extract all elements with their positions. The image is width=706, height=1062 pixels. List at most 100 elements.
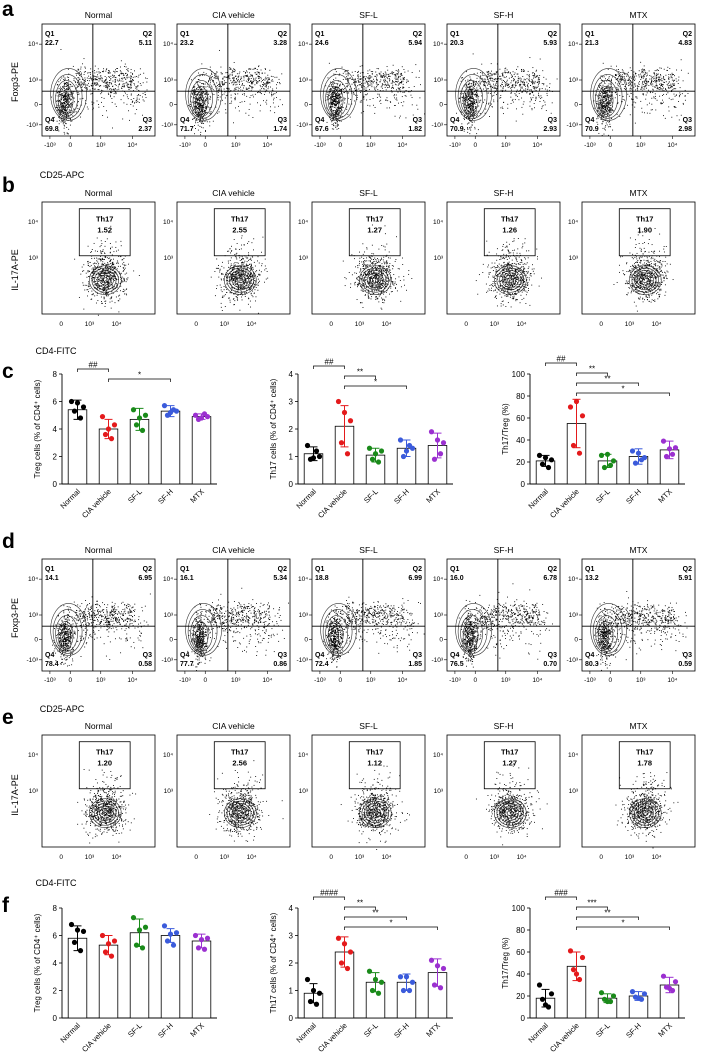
event-dot bbox=[601, 104, 603, 106]
event-dot bbox=[334, 100, 335, 102]
event-dot bbox=[653, 81, 655, 82]
event-dot bbox=[202, 91, 204, 93]
event-dot bbox=[64, 100, 66, 102]
event-dot bbox=[215, 73, 217, 75]
event-dot bbox=[206, 89, 208, 91]
event-dot bbox=[629, 76, 631, 78]
event-dot bbox=[360, 99, 362, 101]
event-dot bbox=[342, 89, 344, 91]
event-dot bbox=[600, 103, 602, 105]
event-dot bbox=[231, 100, 233, 102]
event-dot bbox=[116, 79, 118, 81]
event-dot bbox=[70, 118, 72, 119]
event-dot bbox=[346, 108, 348, 110]
event-dot bbox=[380, 74, 382, 76]
event-dot bbox=[461, 96, 463, 98]
event-dot bbox=[195, 108, 197, 110]
event-dot bbox=[240, 78, 242, 80]
event-dot bbox=[228, 88, 230, 90]
event-dot bbox=[464, 103, 466, 105]
event-dot bbox=[191, 93, 193, 95]
event-dot bbox=[202, 100, 204, 102]
event-dot bbox=[466, 116, 468, 118]
event-dot bbox=[363, 77, 364, 78]
event-dot bbox=[198, 96, 200, 98]
event-dot bbox=[609, 123, 611, 125]
event-dot bbox=[635, 89, 637, 91]
event-dot bbox=[660, 85, 662, 87]
event-dot bbox=[86, 86, 88, 88]
contour-line bbox=[597, 86, 614, 115]
event-dot bbox=[66, 113, 68, 115]
event-dot bbox=[507, 107, 509, 109]
event-dot bbox=[329, 89, 331, 91]
event-dot bbox=[605, 106, 607, 107]
event-dot bbox=[672, 84, 674, 85]
event-dot bbox=[490, 93, 492, 95]
event-dot bbox=[546, 89, 548, 91]
event-dot bbox=[87, 108, 89, 110]
event-dot bbox=[356, 94, 358, 96]
event-dot bbox=[136, 98, 138, 100]
event-dot bbox=[546, 85, 548, 87]
event-dot bbox=[77, 85, 79, 87]
event-dot bbox=[476, 95, 478, 96]
event-dot bbox=[245, 88, 247, 90]
event-dot bbox=[609, 114, 611, 116]
event-dot bbox=[468, 87, 470, 88]
event-dot bbox=[467, 128, 469, 130]
event-dot bbox=[505, 82, 507, 84]
event-dot bbox=[393, 72, 395, 73]
event-dot bbox=[381, 83, 383, 85]
event-dot bbox=[204, 100, 206, 102]
event-dot bbox=[98, 85, 100, 87]
event-dot bbox=[377, 93, 379, 95]
event-dot bbox=[201, 92, 203, 94]
event-dot bbox=[474, 101, 476, 103]
event-dot bbox=[84, 80, 86, 81]
event-dot bbox=[265, 83, 267, 85]
event-dot bbox=[517, 79, 519, 81]
event-dot bbox=[601, 100, 603, 102]
event-dot bbox=[127, 98, 129, 100]
event-dot bbox=[332, 96, 334, 98]
event-dot bbox=[127, 70, 129, 72]
event-dot bbox=[524, 82, 525, 84]
event-dot bbox=[130, 99, 132, 100]
event-dot bbox=[345, 83, 347, 84]
event-dot bbox=[58, 110, 60, 112]
event-dot bbox=[670, 87, 672, 89]
event-dot bbox=[656, 77, 658, 79]
event-dot bbox=[228, 77, 230, 79]
event-dot bbox=[340, 115, 342, 117]
event-dot bbox=[201, 74, 203, 76]
event-dot bbox=[502, 89, 504, 91]
event-dot bbox=[215, 106, 217, 108]
event-dot bbox=[109, 82, 111, 83]
event-dot bbox=[502, 113, 504, 115]
event-dot bbox=[61, 103, 63, 104]
event-dot bbox=[606, 103, 607, 105]
event-dot bbox=[621, 80, 623, 81]
event-dot bbox=[468, 122, 470, 124]
event-dot bbox=[332, 106, 334, 108]
event-dot bbox=[339, 97, 341, 99]
event-dot bbox=[122, 291, 124, 293]
event-dot bbox=[367, 70, 369, 72]
event-dot bbox=[412, 114, 414, 116]
event-dot bbox=[98, 277, 100, 279]
event-dot bbox=[62, 106, 64, 108]
event-dot bbox=[616, 69, 618, 71]
event-dot bbox=[531, 78, 533, 80]
event-dot bbox=[116, 287, 118, 289]
event-dot bbox=[203, 105, 205, 107]
event-dot bbox=[192, 110, 194, 112]
event-dot bbox=[400, 78, 402, 80]
event-dot bbox=[114, 79, 116, 80]
event-dot bbox=[196, 82, 198, 84]
event-dot bbox=[209, 95, 211, 97]
event-dot bbox=[338, 97, 340, 99]
event-dot bbox=[217, 99, 219, 101]
